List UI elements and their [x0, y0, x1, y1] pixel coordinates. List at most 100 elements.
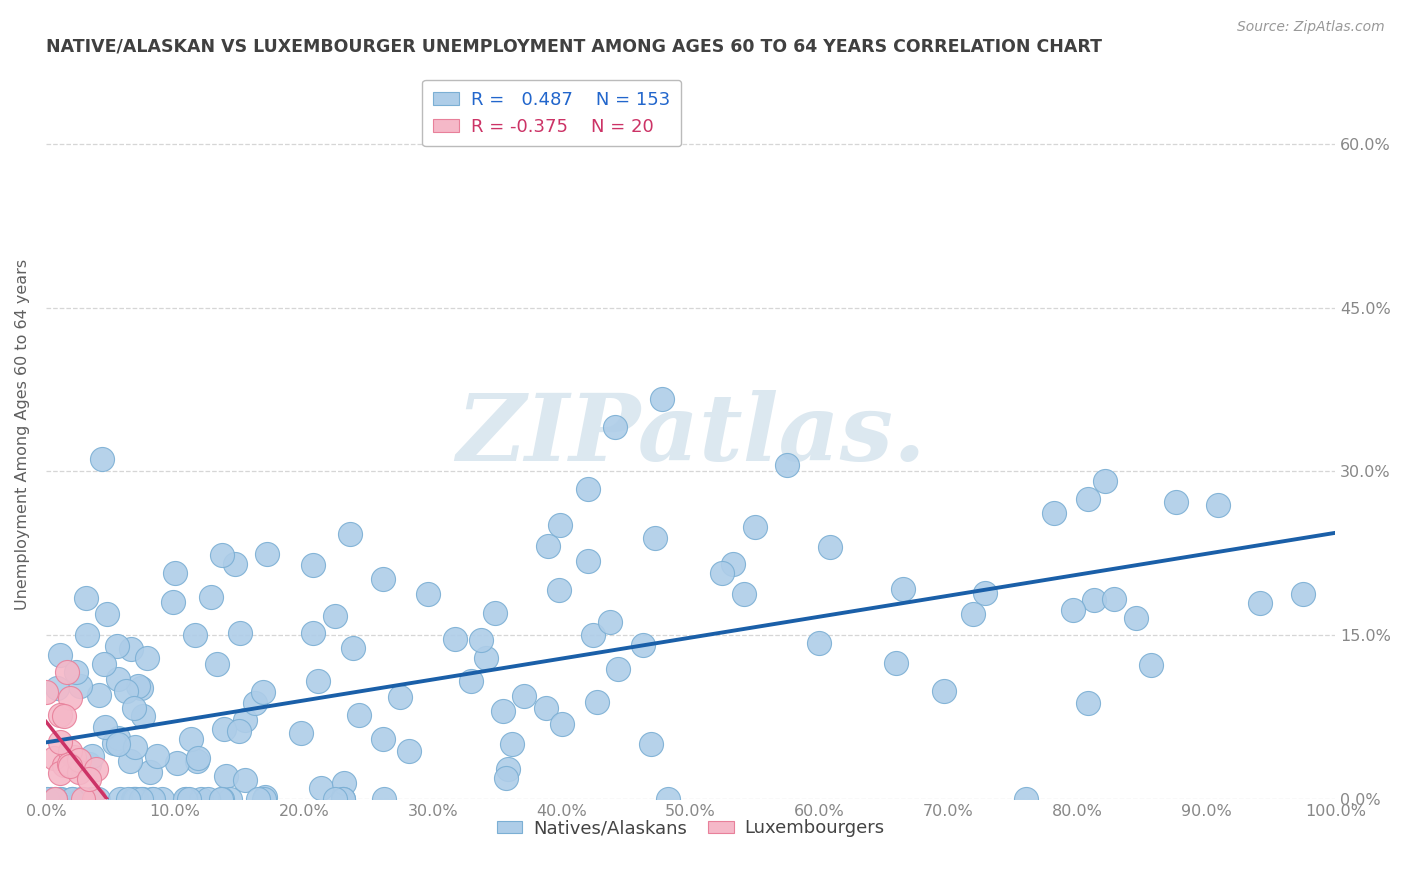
Point [1102, 591, 1125, 606]
Point [132, 708, 155, 723]
Point [640, 737, 662, 751]
Point [1015, 792, 1038, 806]
Point [45, 681, 67, 695]
Point [302, 626, 325, 640]
Point [309, 780, 332, 795]
Point [605, 419, 627, 434]
Point [495, 772, 517, 786]
Point [186, 751, 208, 765]
Point [1140, 657, 1163, 672]
Point [576, 482, 599, 496]
Point [131, 792, 153, 806]
Point [80, 749, 103, 764]
Point [228, 724, 250, 739]
Point [1166, 495, 1188, 509]
Point [90, 452, 112, 467]
Point [460, 674, 482, 689]
Point [1062, 602, 1084, 616]
Point [1125, 611, 1147, 625]
Point [228, 626, 250, 640]
Point [233, 773, 256, 788]
Point [150, 792, 173, 806]
Point [721, 557, 744, 571]
Point [444, 632, 467, 646]
Point [122, 792, 145, 806]
Point [62, 750, 84, 764]
Point [256, 547, 278, 561]
Point [129, 792, 152, 806]
Text: NATIVE/ALASKAN VS LUXEMBOURGER UNEMPLOYMENT AMONG AGES 60 TO 64 YEARS CORRELATIO: NATIVE/ALASKAN VS LUXEMBOURGER UNEMPLOYM… [46, 37, 1102, 55]
Point [69, 679, 91, 693]
Point [744, 520, 766, 534]
Point [371, 572, 394, 586]
Point [1077, 491, 1099, 506]
Point [108, 792, 131, 806]
Point [60, 792, 83, 806]
Point [142, 792, 165, 806]
Point [107, 672, 129, 686]
Point [120, 642, 142, 657]
Point [139, 765, 162, 780]
Point [76, 627, 98, 641]
Point [501, 738, 523, 752]
Point [534, 701, 557, 715]
Point [59, 759, 82, 773]
Point [339, 527, 361, 541]
Point [1083, 592, 1105, 607]
Point [105, 639, 128, 653]
Point [323, 792, 346, 806]
Legend: Natives/Alaskans, Luxembourgers: Natives/Alaskans, Luxembourgers [489, 812, 891, 845]
Point [49, 792, 72, 806]
Point [243, 696, 266, 710]
Point [253, 790, 276, 805]
Point [333, 776, 356, 790]
Point [67, 764, 90, 779]
Point [183, 628, 205, 642]
Point [253, 792, 276, 806]
Point [513, 690, 536, 704]
Point [891, 582, 914, 596]
Point [711, 566, 734, 581]
Point [247, 792, 270, 806]
Point [48, 792, 70, 806]
Point [94, 720, 117, 734]
Point [644, 531, 666, 545]
Point [120, 755, 142, 769]
Point [165, 566, 187, 581]
Point [578, 554, 600, 568]
Point [484, 606, 506, 620]
Point [53, 758, 76, 772]
Point [962, 607, 984, 621]
Point [49, 766, 72, 780]
Point [332, 792, 354, 806]
Point [1076, 696, 1098, 710]
Point [83, 792, 105, 806]
Point [1043, 506, 1066, 520]
Point [307, 674, 329, 689]
Point [79, 757, 101, 772]
Point [776, 458, 799, 473]
Point [136, 650, 159, 665]
Point [174, 792, 197, 806]
Point [586, 695, 609, 709]
Point [388, 690, 411, 704]
Point [115, 683, 138, 698]
Point [44, 792, 66, 806]
Point [84, 763, 107, 777]
Point [373, 792, 395, 806]
Point [548, 583, 571, 598]
Point [537, 540, 560, 554]
Point [186, 754, 208, 768]
Point [89, 688, 111, 702]
Point [145, 748, 167, 763]
Point [475, 651, 498, 665]
Point [67, 753, 90, 767]
Point [215, 769, 238, 783]
Point [49, 735, 72, 749]
Point [190, 792, 212, 806]
Point [631, 638, 654, 652]
Point [79, 792, 101, 806]
Point [60, 792, 83, 806]
Point [122, 701, 145, 715]
Point [302, 558, 325, 572]
